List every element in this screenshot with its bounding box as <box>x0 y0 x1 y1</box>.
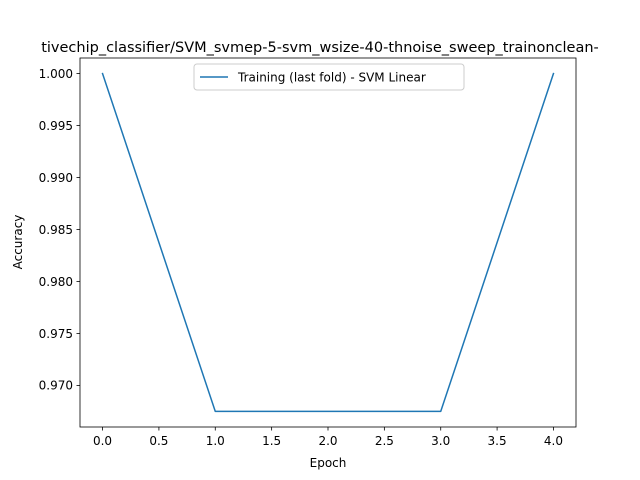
x-tick-label: 0.0 <box>93 434 112 448</box>
x-tick-label: 2.5 <box>375 434 394 448</box>
y-tick-label: 0.990 <box>39 171 73 185</box>
y-axis-label: Accuracy <box>11 215 25 270</box>
y-tick-label: 1.000 <box>39 67 73 81</box>
x-axis: 0.0 0.5 1.0 1.5 2.0 2.5 3.0 3.5 4.0 <box>93 427 563 448</box>
x-tick-label: 0.5 <box>149 434 168 448</box>
x-tick-label: 1.0 <box>206 434 225 448</box>
y-tick-label: 0.980 <box>39 275 73 289</box>
x-tick-label: 2.0 <box>318 434 337 448</box>
y-axis: 0.970 0.975 0.980 0.985 0.990 0.995 1.000 <box>39 67 80 393</box>
x-tick-label: 3.5 <box>488 434 507 448</box>
x-tick-label: 4.0 <box>544 434 563 448</box>
chart-title: tivechip_classifier/SVM_svmep-5-svm_wsiz… <box>41 40 599 56</box>
y-tick-label: 0.995 <box>39 119 73 133</box>
legend: Training (last fold) - SVM Linear <box>193 63 465 91</box>
legend-label: Training (last fold) - SVM Linear <box>237 70 426 84</box>
series-line-0 <box>101 72 555 413</box>
x-axis-label: Epoch <box>310 456 347 470</box>
x-tick-label: 3.0 <box>431 434 450 448</box>
x-tick-label: 1.5 <box>262 434 281 448</box>
legend-box <box>193 63 465 91</box>
y-tick-label: 0.975 <box>39 327 73 341</box>
y-tick-label: 0.970 <box>39 379 73 393</box>
plot-area <box>101 72 555 413</box>
y-tick-label: 0.985 <box>39 223 73 237</box>
